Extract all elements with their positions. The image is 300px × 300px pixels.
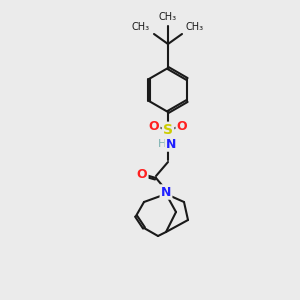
Text: O: O <box>177 119 187 133</box>
Text: H: H <box>158 139 166 149</box>
Text: CH₃: CH₃ <box>159 12 177 22</box>
Text: O: O <box>137 167 147 181</box>
Text: CH₃: CH₃ <box>186 22 204 32</box>
Text: O: O <box>149 119 159 133</box>
Text: N: N <box>166 137 176 151</box>
Text: S: S <box>163 123 173 137</box>
Text: CH₃: CH₃ <box>132 22 150 32</box>
Text: N: N <box>161 185 171 199</box>
